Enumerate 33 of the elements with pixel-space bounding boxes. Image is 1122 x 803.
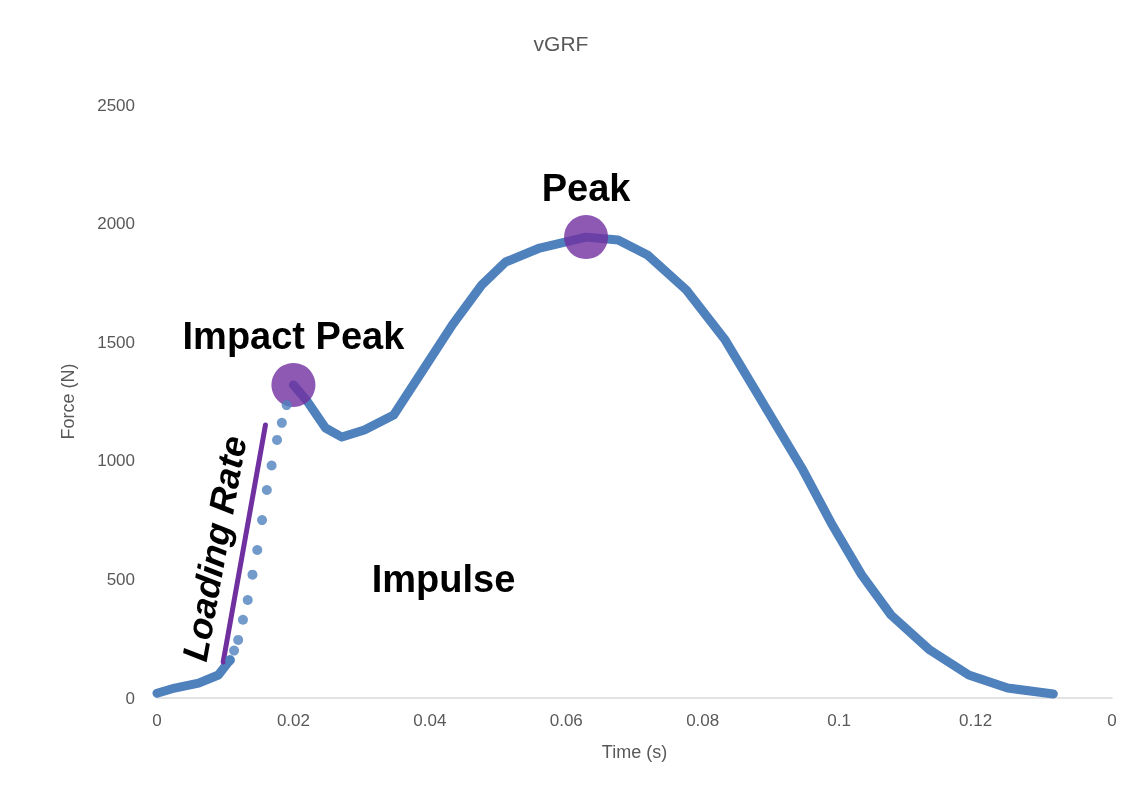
- annotation: Peak: [541, 167, 632, 210]
- point: [276, 417, 287, 428]
- point: [237, 614, 248, 625]
- point: [271, 362, 316, 407]
- point: [281, 400, 292, 411]
- y-tick-label: 2500: [97, 95, 135, 115]
- point: [266, 460, 277, 471]
- y-tick-label: 0: [125, 688, 135, 708]
- y-tick-label: 1000: [97, 451, 135, 471]
- x-tick-label: 0.08: [686, 711, 720, 730]
- annotation: Impact Peak: [182, 314, 406, 357]
- y-tick-label: 500: [106, 569, 135, 589]
- x-tick-label: 0.1: [827, 711, 851, 730]
- y-axis-title: Force (N): [58, 363, 78, 440]
- point: [247, 569, 258, 580]
- point: [564, 215, 609, 260]
- x-tick-label: 0.02: [276, 711, 310, 730]
- point: [261, 484, 272, 495]
- x-tick-label: 0.06: [549, 711, 583, 730]
- x-axis-title: Time (s): [601, 742, 668, 762]
- point: [252, 544, 263, 555]
- point: [257, 515, 268, 526]
- text: Loading Rate: [174, 432, 255, 665]
- annotation: Impulse: [371, 558, 516, 601]
- x-tick-label: 0: [1107, 711, 1117, 730]
- y-tick-label: 2000: [97, 214, 135, 234]
- x-tick-label: 0: [152, 711, 162, 730]
- x-tick-label: 0.04: [413, 711, 447, 730]
- chart-title: vGRF: [533, 32, 589, 55]
- point: [242, 595, 253, 606]
- x-tick-label: 0.12: [959, 711, 993, 730]
- y-tick-label: 1500: [97, 332, 135, 352]
- point: [272, 434, 283, 445]
